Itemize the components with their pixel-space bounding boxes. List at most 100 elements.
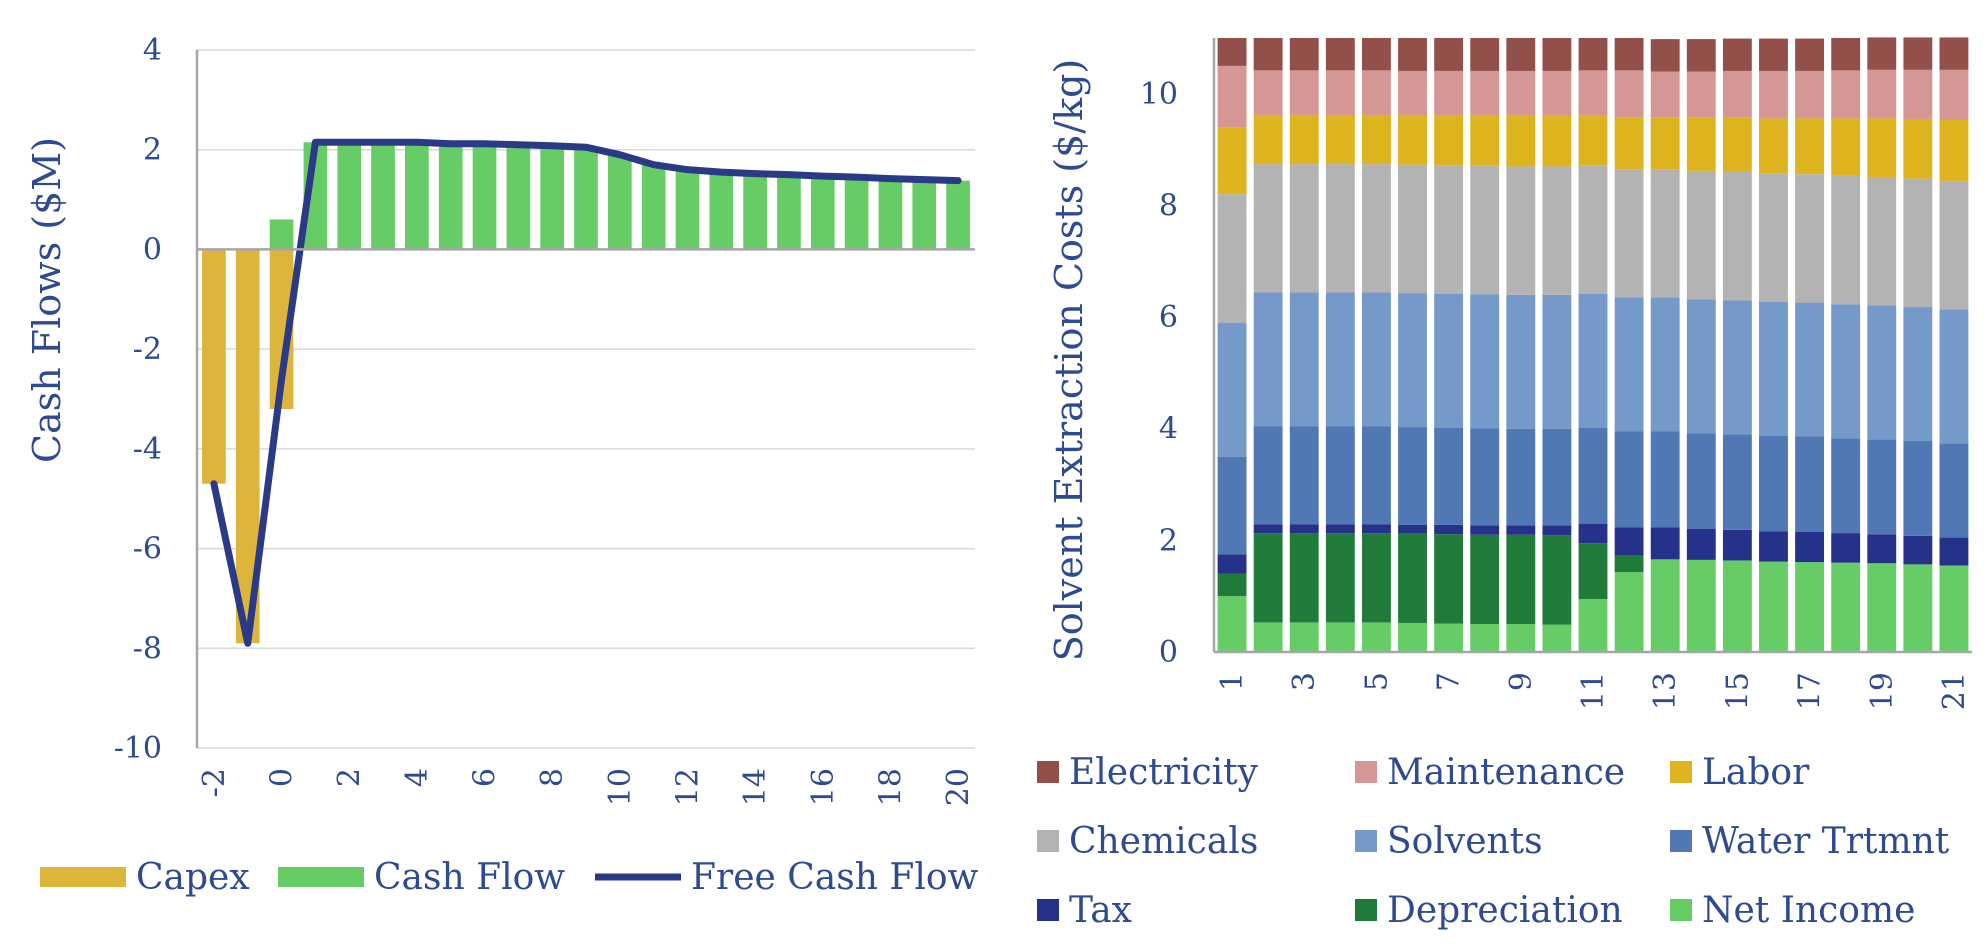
cash-flow-bar (574, 147, 598, 250)
x-tick-label: 20 (941, 768, 976, 806)
capex-bar (235, 249, 260, 644)
x-tick-label: 1 (1215, 672, 1250, 691)
cash-flow-bar (607, 154, 632, 250)
water-trtmnt-segment (1253, 426, 1283, 525)
solvents-segment (1361, 292, 1391, 427)
solvents-segment (1867, 305, 1897, 440)
chemicals-segment (1831, 175, 1861, 305)
maintenance-segment (1759, 70, 1788, 119)
tax-segment (1614, 527, 1644, 556)
chemicals-segment (1506, 166, 1536, 295)
x-tick-label: 8 (535, 768, 570, 787)
electricity-segment (1361, 38, 1391, 71)
depreciation-segment (1578, 543, 1608, 599)
solvents-segment (1722, 300, 1752, 435)
solvents-segment (1506, 294, 1536, 429)
legend-swatch (278, 867, 364, 887)
tax-segment (1939, 537, 1969, 566)
tax-segment (1759, 531, 1788, 562)
water-trtmnt-segment (1361, 426, 1391, 525)
legend-label: Chemicals (1069, 821, 1258, 862)
labor-segment (1831, 118, 1861, 176)
x-tick-label: 15 (1720, 672, 1755, 710)
chemicals-segment (1867, 176, 1897, 306)
y-tick-label: 4 (143, 33, 162, 68)
water-trtmnt-segment (1939, 443, 1969, 538)
cash-flow-bar (506, 144, 531, 250)
depreciation-segment (1325, 533, 1355, 623)
net-income-segment (1650, 559, 1680, 652)
net-income-segment (1867, 563, 1897, 652)
maintenance-segment (1939, 69, 1969, 120)
legend-label: Maintenance (1387, 752, 1625, 793)
labor-segment (1614, 117, 1644, 170)
tax-segment (1686, 528, 1716, 560)
solvents-segment (1325, 292, 1355, 427)
y-axis-title: Cash Flows ($M) (25, 137, 69, 463)
water-trtmnt-segment (1614, 431, 1644, 528)
cash-flow-bar (405, 142, 429, 250)
maintenance-segment (1325, 70, 1355, 116)
maintenance-segment (1867, 69, 1897, 119)
labor-segment (1686, 117, 1716, 171)
labor-segment (1903, 118, 1933, 179)
solvents-segment (1289, 292, 1319, 427)
chemicals-segment (1759, 173, 1788, 303)
chemicals-segment (1650, 169, 1680, 298)
electricity-segment (1650, 39, 1680, 72)
electricity-segment (1831, 38, 1861, 71)
net-income-segment (1903, 564, 1933, 652)
chemicals-segment (1614, 169, 1644, 298)
cash-flow-bar (777, 174, 801, 250)
net-income-segment (1361, 622, 1391, 652)
chemicals-segment (1325, 164, 1355, 293)
depreciation-segment (1542, 535, 1572, 625)
chemicals-segment (1903, 178, 1933, 308)
depreciation-segment (1253, 533, 1283, 623)
maintenance-segment (1722, 70, 1752, 118)
chemicals-segment (1578, 165, 1608, 294)
labor-segment (1289, 115, 1319, 165)
electricity-segment (1867, 37, 1897, 70)
depreciation-segment (1434, 534, 1464, 624)
free-cash-flow-line (210, 138, 962, 647)
net-income-segment (1470, 624, 1500, 652)
net-income-segment (1939, 565, 1969, 652)
solvents-segment (1831, 304, 1861, 439)
legend-swatch (1670, 899, 1692, 921)
chemicals-segment (1686, 170, 1716, 300)
x-tick-label: 5 (1359, 672, 1394, 691)
net-income-segment (1795, 562, 1825, 652)
net-income-segment (1434, 623, 1464, 652)
tax-segment (1325, 524, 1355, 534)
labor-segment (1578, 115, 1608, 166)
chemicals-segment (1289, 164, 1319, 293)
cash-flow-bar (337, 142, 362, 250)
legend-swatch (1670, 830, 1692, 852)
cash-flow-bar (269, 219, 294, 250)
electricity-segment (1939, 37, 1969, 70)
labor-segment (1939, 119, 1969, 181)
depreciation-segment (1470, 534, 1500, 625)
maintenance-segment (1542, 70, 1572, 116)
maintenance-segment (1578, 70, 1608, 116)
net-income-segment (1506, 624, 1536, 652)
net-income-segment (1217, 596, 1247, 652)
net-income-segment (1831, 562, 1861, 652)
electricity-segment (1253, 38, 1283, 71)
maintenance-segment (1289, 70, 1319, 116)
electricity-segment (1506, 38, 1536, 71)
water-trtmnt-segment (1903, 441, 1933, 536)
legend-swatch (40, 867, 126, 887)
water-trtmnt-segment (1434, 427, 1464, 525)
tax-segment (1289, 524, 1319, 534)
capex-bar (202, 249, 226, 484)
depreciation-segment (1506, 534, 1536, 625)
maintenance-segment (1217, 65, 1247, 128)
maintenance-segment (1470, 70, 1500, 116)
x-tick-label: 10 (603, 768, 638, 806)
x-tick-label: 4 (400, 768, 435, 787)
electricity-segment (1578, 38, 1608, 71)
net-income-segment (1614, 572, 1644, 652)
solvents-segment (1470, 294, 1500, 429)
